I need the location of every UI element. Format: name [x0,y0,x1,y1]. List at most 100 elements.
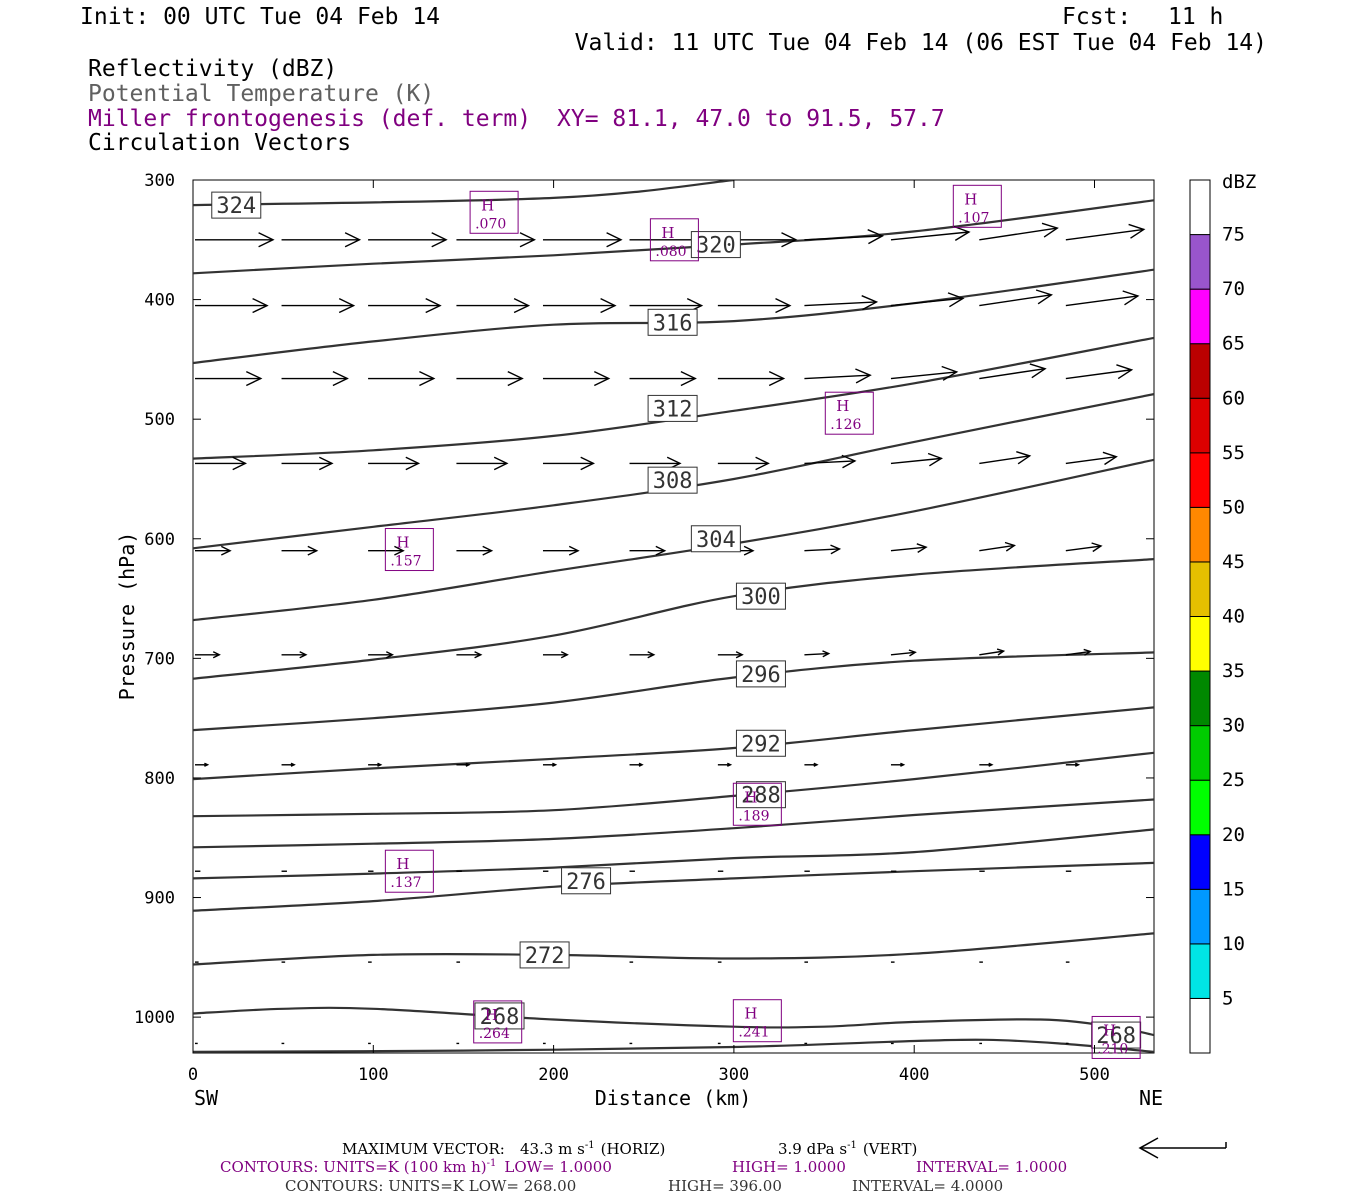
circulation-vector-head [419,370,436,387]
circulation-vector [979,367,1046,380]
circulation-vector-head [307,545,319,556]
colorbar-segment [1189,725,1211,781]
circulation-vector-head [647,651,656,659]
init-time: Init: 00 UTC Tue 04 Feb 14 [80,4,440,30]
circulation-vector-head [580,456,596,471]
circulation-vector [804,301,877,307]
circulation-vector-head [1075,762,1081,767]
theta-contour-320 [193,199,1154,275]
x-tick-label: 400 [899,1065,930,1085]
circulation-vector-head [245,370,263,387]
circulation-vector-head [988,762,994,767]
circulation-vector-head [431,232,448,248]
theta-label-268: 268 [480,1005,520,1030]
theta-label-320-box [690,231,741,259]
frontogenesis-high-box [473,1000,523,1044]
frontogenesis-contour-info: CONTOURS: UNITS=K (100 km h)-1 LOW= 1.000… [220,1158,612,1176]
circulation-vector-head [996,648,1006,656]
circulation-vector-head [900,762,906,767]
circulation-vector-head [947,292,965,308]
colorbar-segment [1189,943,1211,999]
colorbar-label: 30 [1222,715,1245,737]
max-vector-vert: 3.9 dPa s-1 (VERT) [778,1140,917,1158]
circulation-vector-head [560,651,569,659]
y-tick-label: 300 [144,171,175,191]
circulation-vector [1065,228,1144,241]
y-tick-label: 700 [144,649,175,669]
frontogenesis-high-box [732,999,782,1043]
circulation-vector-head [252,297,269,314]
circulation-vector-head [232,456,248,471]
theta-label-316: 316 [653,311,693,336]
frontogenesis-high-box [384,849,434,893]
circulation-vector [804,235,883,241]
colorbar-segment [1189,343,1211,399]
frontogenesis-high-value: .070 [475,216,506,232]
colorbar-label: 55 [1222,442,1245,464]
circulation-vector [1065,545,1102,552]
circulation-vector-head [568,545,580,556]
circulation-vector [804,460,855,465]
theta-label-308: 308 [653,469,693,494]
theta-contour-272 [193,932,1154,966]
circulation-vector-head [841,454,857,469]
colorbar-segment-base [1189,997,1211,1054]
theta-contour-268 [193,1006,1154,1037]
circulation-vector-head [1035,289,1053,305]
circulation-vector-head [507,370,524,387]
frontogenesis-high-marker: H [964,190,977,208]
circulation-vector [1065,369,1132,380]
circulation-vector-head [377,762,383,767]
circulation-vector-head [813,762,819,767]
theta-label-272-box [519,941,570,969]
circulation-vector-head [908,649,917,657]
circulation-vector-head [1041,222,1059,238]
theta-label-268-box [474,1002,525,1030]
theta-label-312: 312 [653,397,693,422]
theta-label-288-box [735,781,786,809]
frontogenesis-high-marker: H [661,224,674,242]
theta-contour-info: CONTOURS: UNITS=K LOW= 268.00 [285,1177,576,1195]
theta-contour-324 [193,180,735,207]
valid-time: Valid: 11 UTC Tue 04 Feb 14 (06 EST Tue … [575,30,1267,56]
theta-contour-312 [193,336,1154,460]
theta-label-296: 296 [741,663,781,688]
colorbar-label: 60 [1222,387,1245,409]
circulation-vector-head [212,651,221,659]
circulation-vector-head [600,297,617,314]
colorbar-segment [1189,179,1211,236]
circulation-vector-head [953,225,971,241]
ne-end-label: NE [1139,1086,1163,1110]
circulation-vector-head [735,651,744,659]
circulation-vector [979,227,1058,241]
circulation-vector [979,544,1015,552]
theta-contour-interval: INTERVAL= 4.0000 [852,1177,1003,1195]
frontogenesis-high-box [824,391,874,435]
colorbar-segment [1189,506,1211,563]
circulation-vector-head [727,762,733,767]
frontogenesis-contour-high: HIGH= 1.0000 [732,1158,846,1176]
circulation-vector-head [394,545,405,556]
frontogenesis-high-value: .241 [738,1025,769,1041]
theta-label-272: 272 [525,944,565,969]
frontogenesis-high-value: .080 [655,244,686,260]
circulation-vector-head [552,762,558,767]
forecast-hour: 11 h [1168,4,1223,30]
frontogenesis-high-box [649,218,699,262]
colorbar: 5 10 15 20 25 30 35 40 45 50 55 60 65 70 75 dBZ [1189,171,1256,1054]
circulation-vector-head [474,651,483,659]
frontogenesis-high-value: .157 [390,554,421,570]
y-tick-label: 800 [144,769,175,789]
colorbar-segment [1189,616,1211,672]
y-tick-label: 500 [144,410,175,430]
circulation-vector [890,651,916,656]
colorbar-label: 20 [1222,824,1245,846]
axes: 300 400 500 600 700 800 900 1000 0 100 200 300 400 50… [115,171,1163,1110]
circulation-vector-head [332,370,349,387]
theta-contour-288 [193,751,1154,818]
x-tick-label: 200 [538,1065,569,1085]
theta-label-300-box [735,582,786,610]
frontogenesis-high-marker: H [481,196,494,214]
circulation-vector-head [775,297,792,314]
circulation-vector-head [781,232,798,248]
